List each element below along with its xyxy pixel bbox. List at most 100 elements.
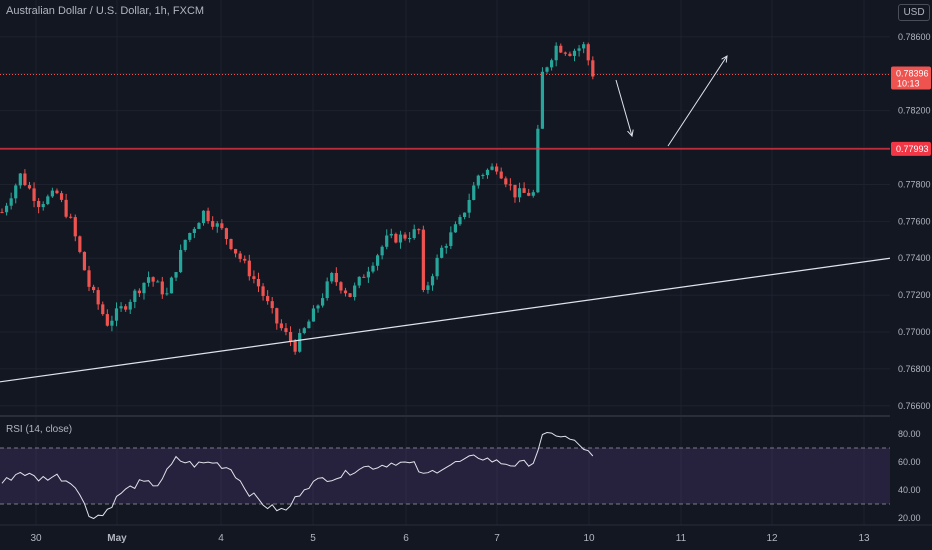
candle xyxy=(27,185,32,189)
time-tick-label: 4 xyxy=(218,533,224,544)
candle xyxy=(334,273,338,283)
up-arrow xyxy=(667,56,727,147)
down-arrow xyxy=(615,79,632,136)
candle xyxy=(174,272,178,278)
candle xyxy=(137,290,141,294)
currency-button[interactable]: USD xyxy=(898,4,930,21)
candle xyxy=(96,290,100,305)
candle xyxy=(18,173,22,186)
price-tick-label: 0.77400 xyxy=(898,253,931,263)
candle xyxy=(110,320,114,326)
candle xyxy=(160,281,164,295)
candle xyxy=(572,50,577,56)
candle xyxy=(224,228,229,240)
candle xyxy=(426,285,430,291)
candle xyxy=(87,270,91,287)
candle xyxy=(517,188,522,198)
candle xyxy=(421,229,425,291)
candle xyxy=(453,224,458,233)
price-axis-bg xyxy=(890,0,932,550)
candle xyxy=(243,258,247,261)
candle xyxy=(156,281,160,283)
candle xyxy=(462,212,467,218)
candle xyxy=(330,273,334,282)
candle xyxy=(385,235,389,247)
candle xyxy=(64,199,68,217)
candle xyxy=(14,185,18,199)
candle xyxy=(247,260,251,277)
candle xyxy=(69,216,73,218)
rsi-tick-label: 40.00 xyxy=(898,485,921,495)
candle xyxy=(128,301,132,310)
candle xyxy=(371,265,375,272)
candle xyxy=(481,175,485,177)
candle xyxy=(146,277,151,283)
candle xyxy=(504,178,508,185)
level-label: 0.77993 xyxy=(896,144,929,154)
candle xyxy=(284,328,288,332)
candle xyxy=(151,277,155,282)
candle xyxy=(279,323,283,329)
candle xyxy=(211,221,215,227)
candle xyxy=(142,282,146,294)
chart-title: Australian Dollar / U.S. Dollar, 1h, FXC… xyxy=(6,5,205,17)
countdown-label: 10:13 xyxy=(897,79,920,89)
candle xyxy=(536,128,540,193)
candle xyxy=(325,281,329,299)
candle xyxy=(73,217,77,237)
candle xyxy=(499,171,503,179)
rsi-tick-label: 20.00 xyxy=(898,513,921,523)
candle xyxy=(559,45,563,53)
candle xyxy=(183,239,187,250)
candle xyxy=(362,276,366,278)
candle xyxy=(46,196,50,205)
candle xyxy=(179,249,183,273)
price-tick-label: 0.76800 xyxy=(898,364,931,374)
candle xyxy=(197,223,201,229)
candle xyxy=(412,229,416,239)
candle xyxy=(270,301,274,309)
candle xyxy=(550,60,554,68)
time-axis-bg xyxy=(0,525,932,550)
rsi-title: RSI (14, close) xyxy=(6,424,73,435)
rsi-band xyxy=(0,448,890,504)
candle xyxy=(215,223,219,227)
time-tick-label: 7 xyxy=(494,533,500,544)
candle xyxy=(256,278,261,287)
trend-line xyxy=(0,257,891,383)
candle xyxy=(229,239,233,250)
candle xyxy=(398,234,403,243)
candle xyxy=(339,282,343,291)
candle xyxy=(101,304,105,315)
level-badge xyxy=(891,141,931,156)
candle xyxy=(458,217,462,225)
candle xyxy=(0,212,4,214)
time-tick-label: 12 xyxy=(766,533,778,544)
candle xyxy=(490,166,494,170)
candle xyxy=(495,166,499,172)
last-price-label: 0.78396 xyxy=(896,69,929,79)
candle xyxy=(114,308,119,321)
candle xyxy=(366,271,370,278)
candle xyxy=(288,331,293,342)
candle xyxy=(467,199,471,213)
candle xyxy=(23,173,27,186)
candle xyxy=(266,296,270,302)
candle xyxy=(513,184,517,198)
price-tick-label: 0.78200 xyxy=(898,106,931,116)
candle xyxy=(394,233,398,243)
candle xyxy=(554,45,558,61)
candle xyxy=(582,44,586,49)
candle xyxy=(165,293,169,295)
candle xyxy=(449,232,453,247)
candle xyxy=(275,308,279,324)
candle xyxy=(32,188,36,201)
price-tick-label: 0.76600 xyxy=(898,401,931,411)
candle xyxy=(343,290,348,294)
candle xyxy=(380,246,384,256)
candle xyxy=(261,286,265,297)
candle xyxy=(133,290,137,302)
candle xyxy=(192,228,196,233)
candle xyxy=(545,67,549,72)
